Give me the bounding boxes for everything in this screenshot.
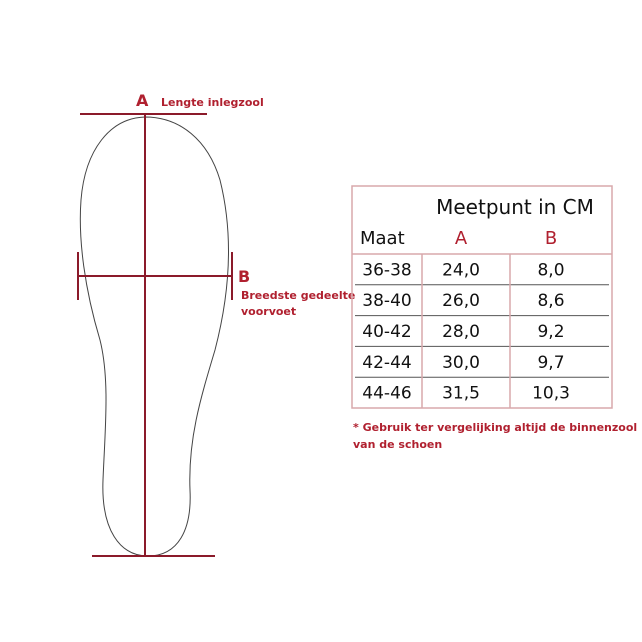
table-cell: 9,7 [537, 353, 564, 373]
insole-outline [79, 116, 229, 557]
table-cell: 24,0 [442, 260, 480, 280]
footnote: * Gebruik ter vergelijking altijd de bin… [353, 421, 637, 434]
table-cell: 26,0 [442, 291, 480, 311]
header-cell: B [545, 228, 557, 249]
table-title: Meetpunt in CM [436, 195, 594, 219]
header-cell: A [455, 228, 468, 249]
table-cell: 36-38 [362, 260, 411, 280]
table-cell: 44-46 [362, 384, 411, 404]
footnote: van de schoen [353, 438, 442, 451]
table-cell: 40-42 [362, 322, 411, 342]
table-cell: 9,2 [537, 322, 564, 342]
label-b-text: voorvoet [241, 305, 296, 318]
table-border [351, 185, 613, 409]
label-a-text: Lengte inlegzool [161, 96, 264, 109]
table-cell: 8,0 [537, 260, 564, 280]
table-cell: 31,5 [442, 384, 480, 404]
label-a: A [136, 91, 149, 110]
table: Meetpunt in CM Maat A B 36-38 24,0 8,0 38-40 26… [351, 185, 613, 409]
table-cell: 10,3 [532, 384, 570, 404]
table-cell: 42-44 [362, 353, 411, 373]
header-cell: Maat [360, 228, 405, 249]
label-b-text: Breedste gedeelte [241, 289, 355, 302]
table-cell: 30,0 [442, 353, 480, 373]
label-b: B [238, 267, 250, 286]
table-cell: 8,6 [537, 291, 564, 311]
table-cell: 28,0 [442, 322, 480, 342]
table-cell: 38-40 [362, 291, 411, 311]
